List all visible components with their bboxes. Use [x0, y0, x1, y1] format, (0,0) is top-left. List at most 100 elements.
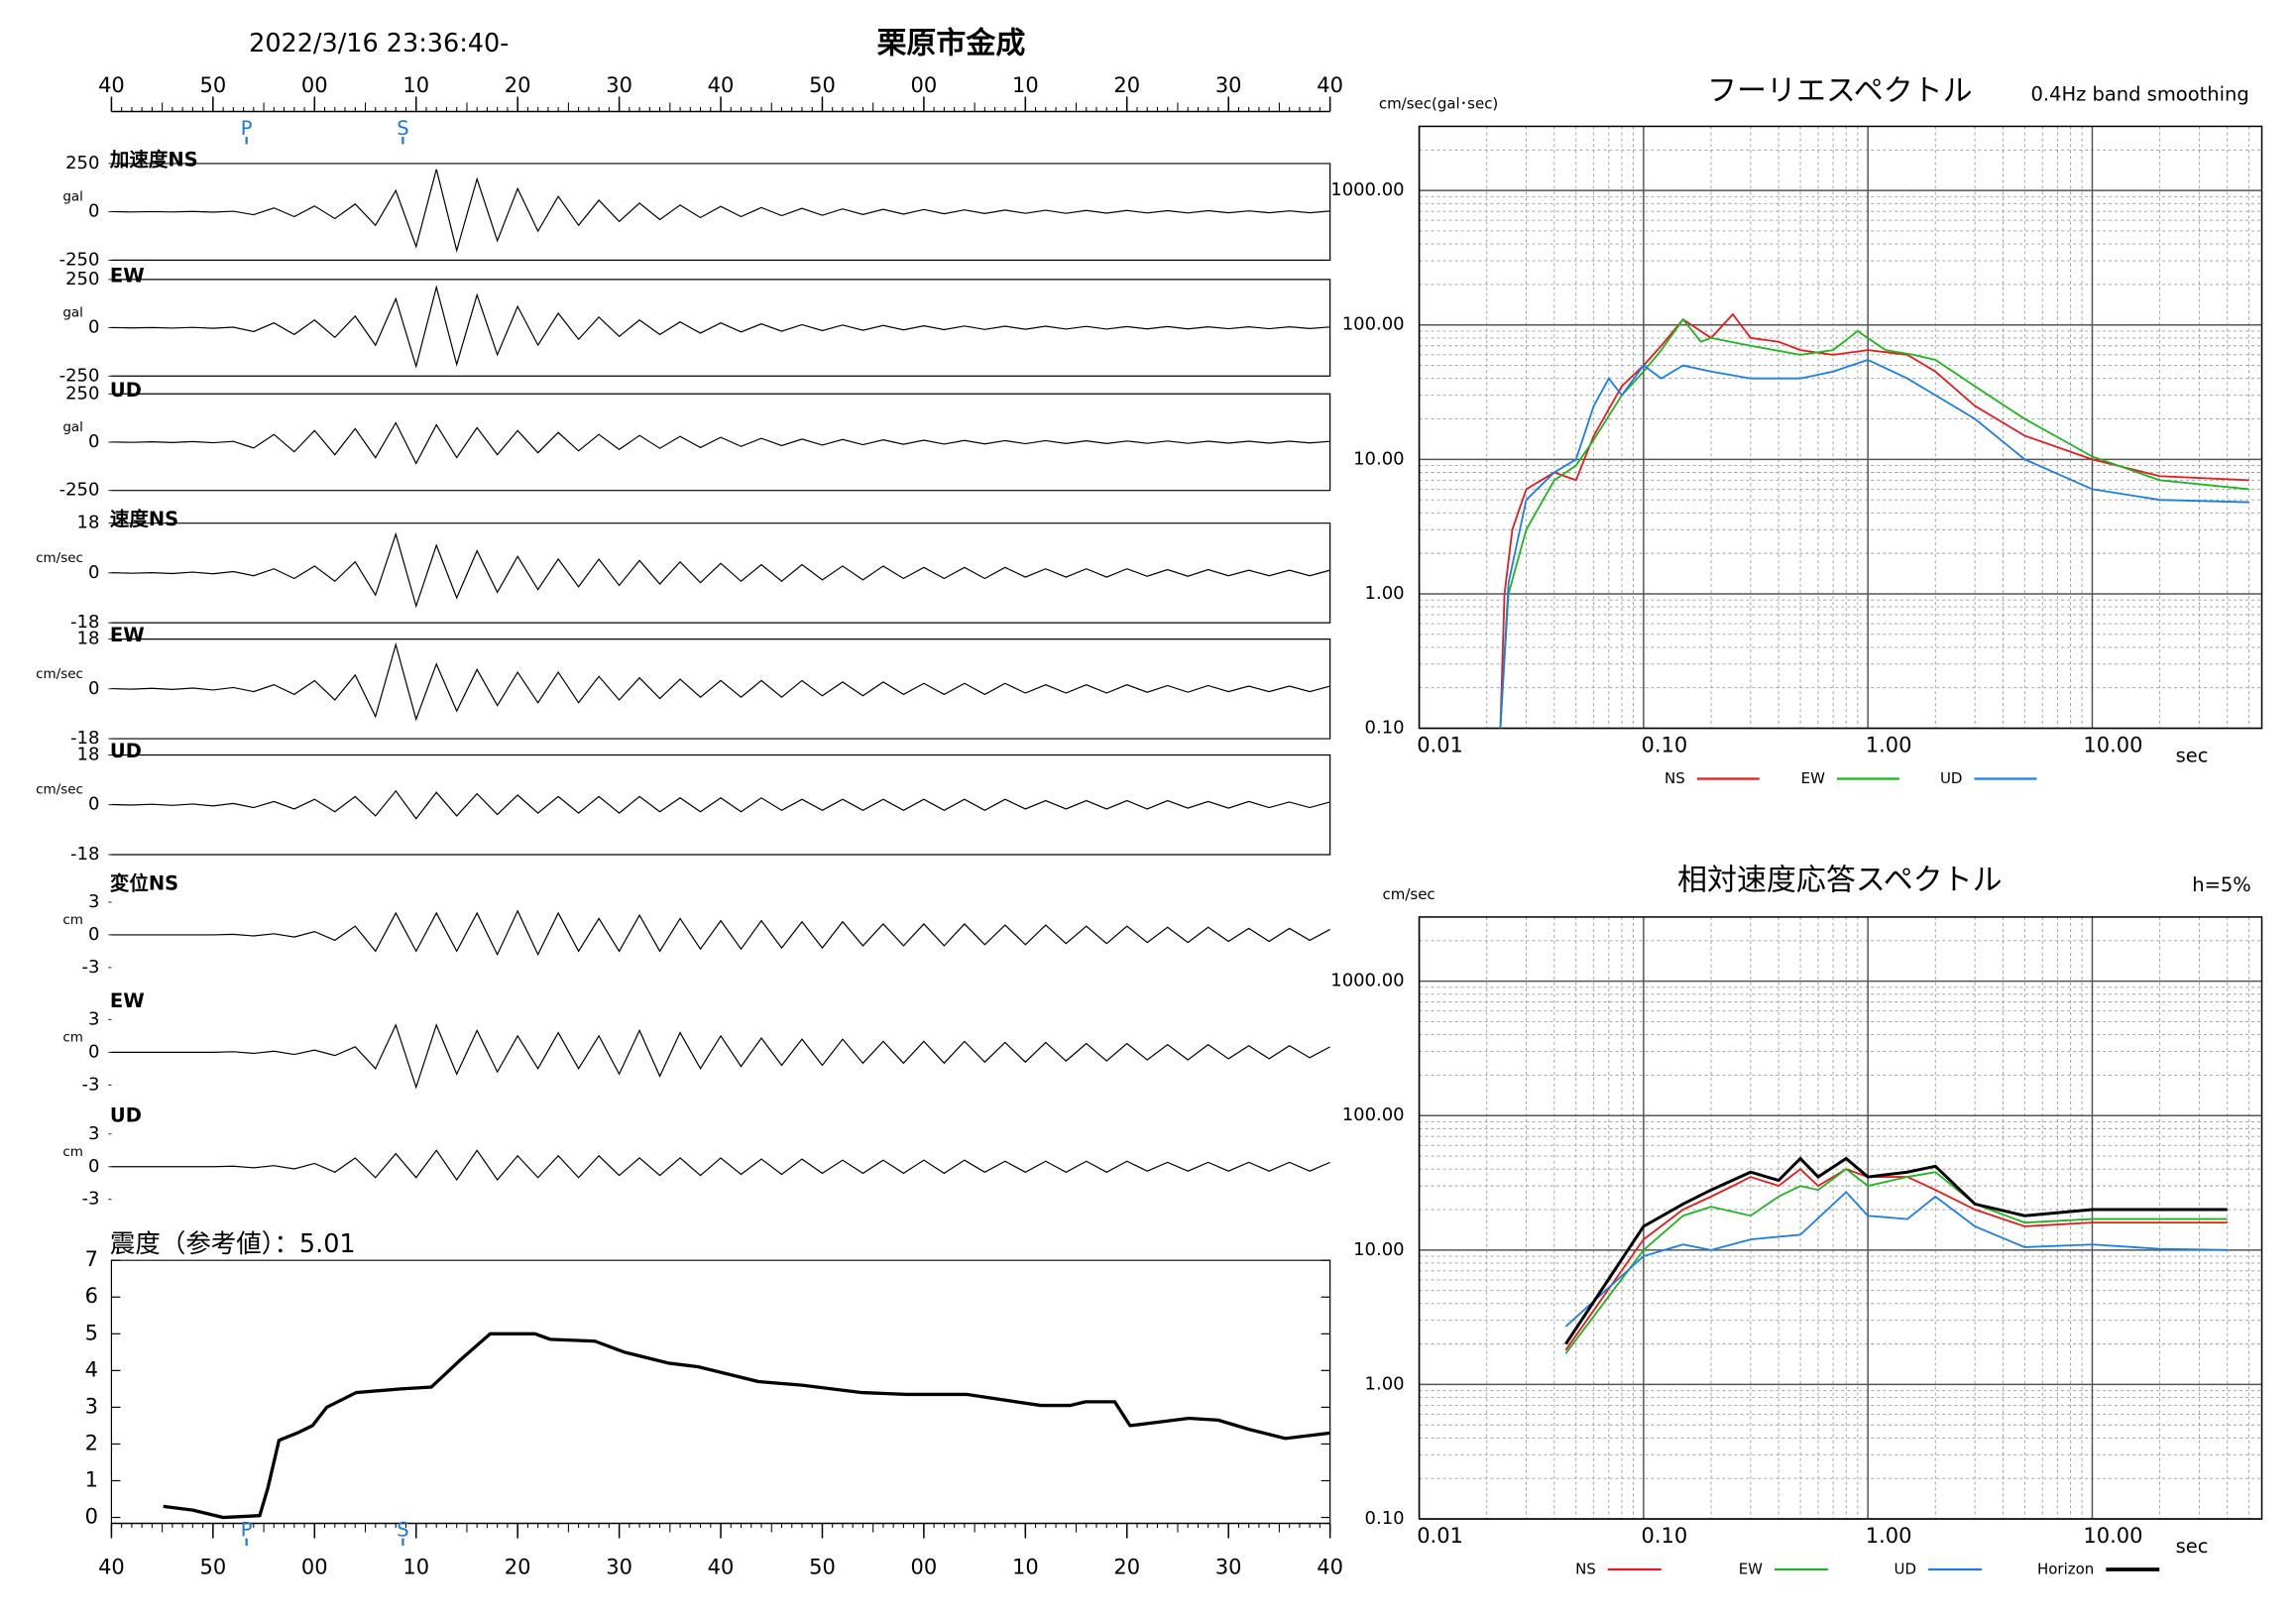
x-axis-label: sec — [2176, 745, 2209, 767]
spectrum-line — [1564, 1168, 2228, 1351]
x-tick-label: 40 — [708, 73, 735, 97]
panel-name: UD — [110, 379, 142, 402]
phase-label: S — [397, 117, 408, 140]
x-tick-label: 10 — [1012, 73, 1039, 97]
legend-label: UD — [1894, 1561, 1916, 1578]
legend-label: EW — [1801, 769, 1825, 787]
y-tick-label: 0 — [88, 924, 99, 945]
station-name: 栗原市金成 — [876, 27, 1025, 61]
y-tick-label: 0 — [85, 1505, 98, 1529]
y-tick-label: 18 — [77, 629, 100, 649]
plot-frame — [1418, 916, 2263, 1520]
y-tick-label: 3 — [88, 891, 99, 912]
y-tick-label: -3 — [82, 1074, 100, 1095]
panel-unit: cm — [62, 1029, 83, 1045]
x-tick-label: 10 — [1012, 1556, 1039, 1579]
y-tick-label: -18 — [70, 728, 99, 749]
plot-frame — [110, 1259, 1331, 1524]
panel-unit: cm/sec — [36, 782, 83, 798]
spectrum-line — [1564, 1156, 2228, 1345]
x-tick-label: 40 — [98, 1556, 125, 1579]
waveform — [111, 1149, 1330, 1182]
phase-label: S — [397, 1519, 408, 1542]
x-tick-label: 10 — [402, 1556, 429, 1579]
plot-frame — [1418, 125, 2263, 730]
x-tick-label: 40 — [98, 73, 125, 97]
x-tick-label: 20 — [1113, 73, 1140, 97]
record-time: 2022/3/16 23:36:40- — [249, 29, 509, 58]
y-tick-label: 0.10 — [1365, 1508, 1405, 1529]
x-tick-label: 10 — [402, 73, 429, 97]
y-tick-label: 0 — [88, 317, 99, 338]
spectrum-line — [1499, 358, 2249, 729]
y-tick-label: 0 — [88, 431, 99, 452]
response-subtitle: h=5% — [2192, 873, 2251, 896]
y-tick-label: 0 — [88, 1156, 99, 1177]
y-tick-label: 0 — [88, 1041, 99, 1062]
y-tick-label: -18 — [70, 844, 99, 865]
phase-label: P — [241, 117, 253, 140]
x-tick-label: 50 — [809, 73, 836, 97]
waveform — [111, 421, 1330, 465]
x-tick-label: 50 — [809, 1556, 836, 1579]
legend-label: NS — [1665, 769, 1685, 787]
x-tick-label: 10.00 — [2083, 1524, 2142, 1548]
panel-unit: cm — [62, 1144, 83, 1160]
panel-unit: gal — [62, 305, 83, 321]
x-axis-label: sec — [2176, 1535, 2209, 1558]
y-tick-label: 3 — [85, 1394, 98, 1418]
panel-frame — [111, 638, 1331, 740]
y-tick-label: 5 — [85, 1321, 98, 1344]
y-tick-label: -18 — [70, 612, 99, 633]
x-tick-label: 0.01 — [1417, 1524, 1463, 1548]
x-tick-label: 20 — [505, 1556, 531, 1579]
x-tick-label: 30 — [1215, 73, 1242, 97]
response-y-label: cm/sec — [1383, 885, 1435, 903]
y-tick-label: -3 — [82, 957, 100, 978]
y-tick-label: 250 — [65, 383, 99, 404]
panel-name: 変位NS — [110, 871, 178, 894]
y-tick-label: 4 — [85, 1357, 98, 1381]
x-tick-label: 0.10 — [1642, 1524, 1688, 1548]
x-tick-label: 50 — [200, 1556, 227, 1579]
y-tick-label: 0 — [88, 562, 99, 583]
y-tick-label: 100.00 — [1342, 1104, 1405, 1125]
y-tick-label: 1 — [85, 1467, 98, 1491]
x-tick-label: 40 — [708, 1556, 735, 1579]
spectrum-line — [1564, 1191, 2228, 1328]
y-tick-label: -250 — [59, 480, 100, 501]
legend-label: NS — [1575, 1561, 1596, 1578]
panel-unit: gal — [62, 189, 83, 205]
x-tick-label: 1.00 — [1866, 1524, 1912, 1548]
panel-unit: cm/sec — [36, 550, 83, 566]
panel-name: UD — [110, 1103, 142, 1126]
response-title: 相対速度応答スペクトル — [1677, 863, 2003, 897]
x-tick-label: 40 — [1317, 73, 1343, 97]
waveform — [111, 1023, 1330, 1090]
x-tick-label: 00 — [301, 73, 328, 97]
x-tick-label: 30 — [606, 1556, 632, 1579]
spectrum-line — [1564, 1168, 2228, 1354]
waveform — [111, 531, 1330, 609]
panel-unit: cm — [62, 912, 83, 928]
x-tick-label: 30 — [1215, 1556, 1242, 1579]
waveform — [111, 169, 1330, 253]
y-tick-label: 18 — [77, 513, 100, 533]
y-tick-label: 0 — [88, 201, 99, 222]
y-tick-label: 18 — [77, 745, 100, 765]
panel-name: 速度NS — [110, 508, 178, 530]
x-tick-label: 00 — [911, 73, 938, 97]
y-tick-label: 1000.00 — [1330, 971, 1404, 991]
legend-label: Horizon — [2037, 1561, 2094, 1578]
y-tick-label: -250 — [59, 249, 100, 270]
panel-name: 加速度NS — [109, 148, 198, 171]
y-tick-label: -250 — [59, 365, 100, 386]
x-tick-label: 50 — [200, 73, 227, 97]
y-tick-label: 1.00 — [1365, 1373, 1405, 1394]
panel-frame — [111, 754, 1331, 856]
y-tick-label: 7 — [85, 1247, 98, 1271]
panel-frame — [111, 393, 1331, 492]
x-tick-label: 30 — [606, 73, 632, 97]
panel-frame — [111, 163, 1331, 261]
